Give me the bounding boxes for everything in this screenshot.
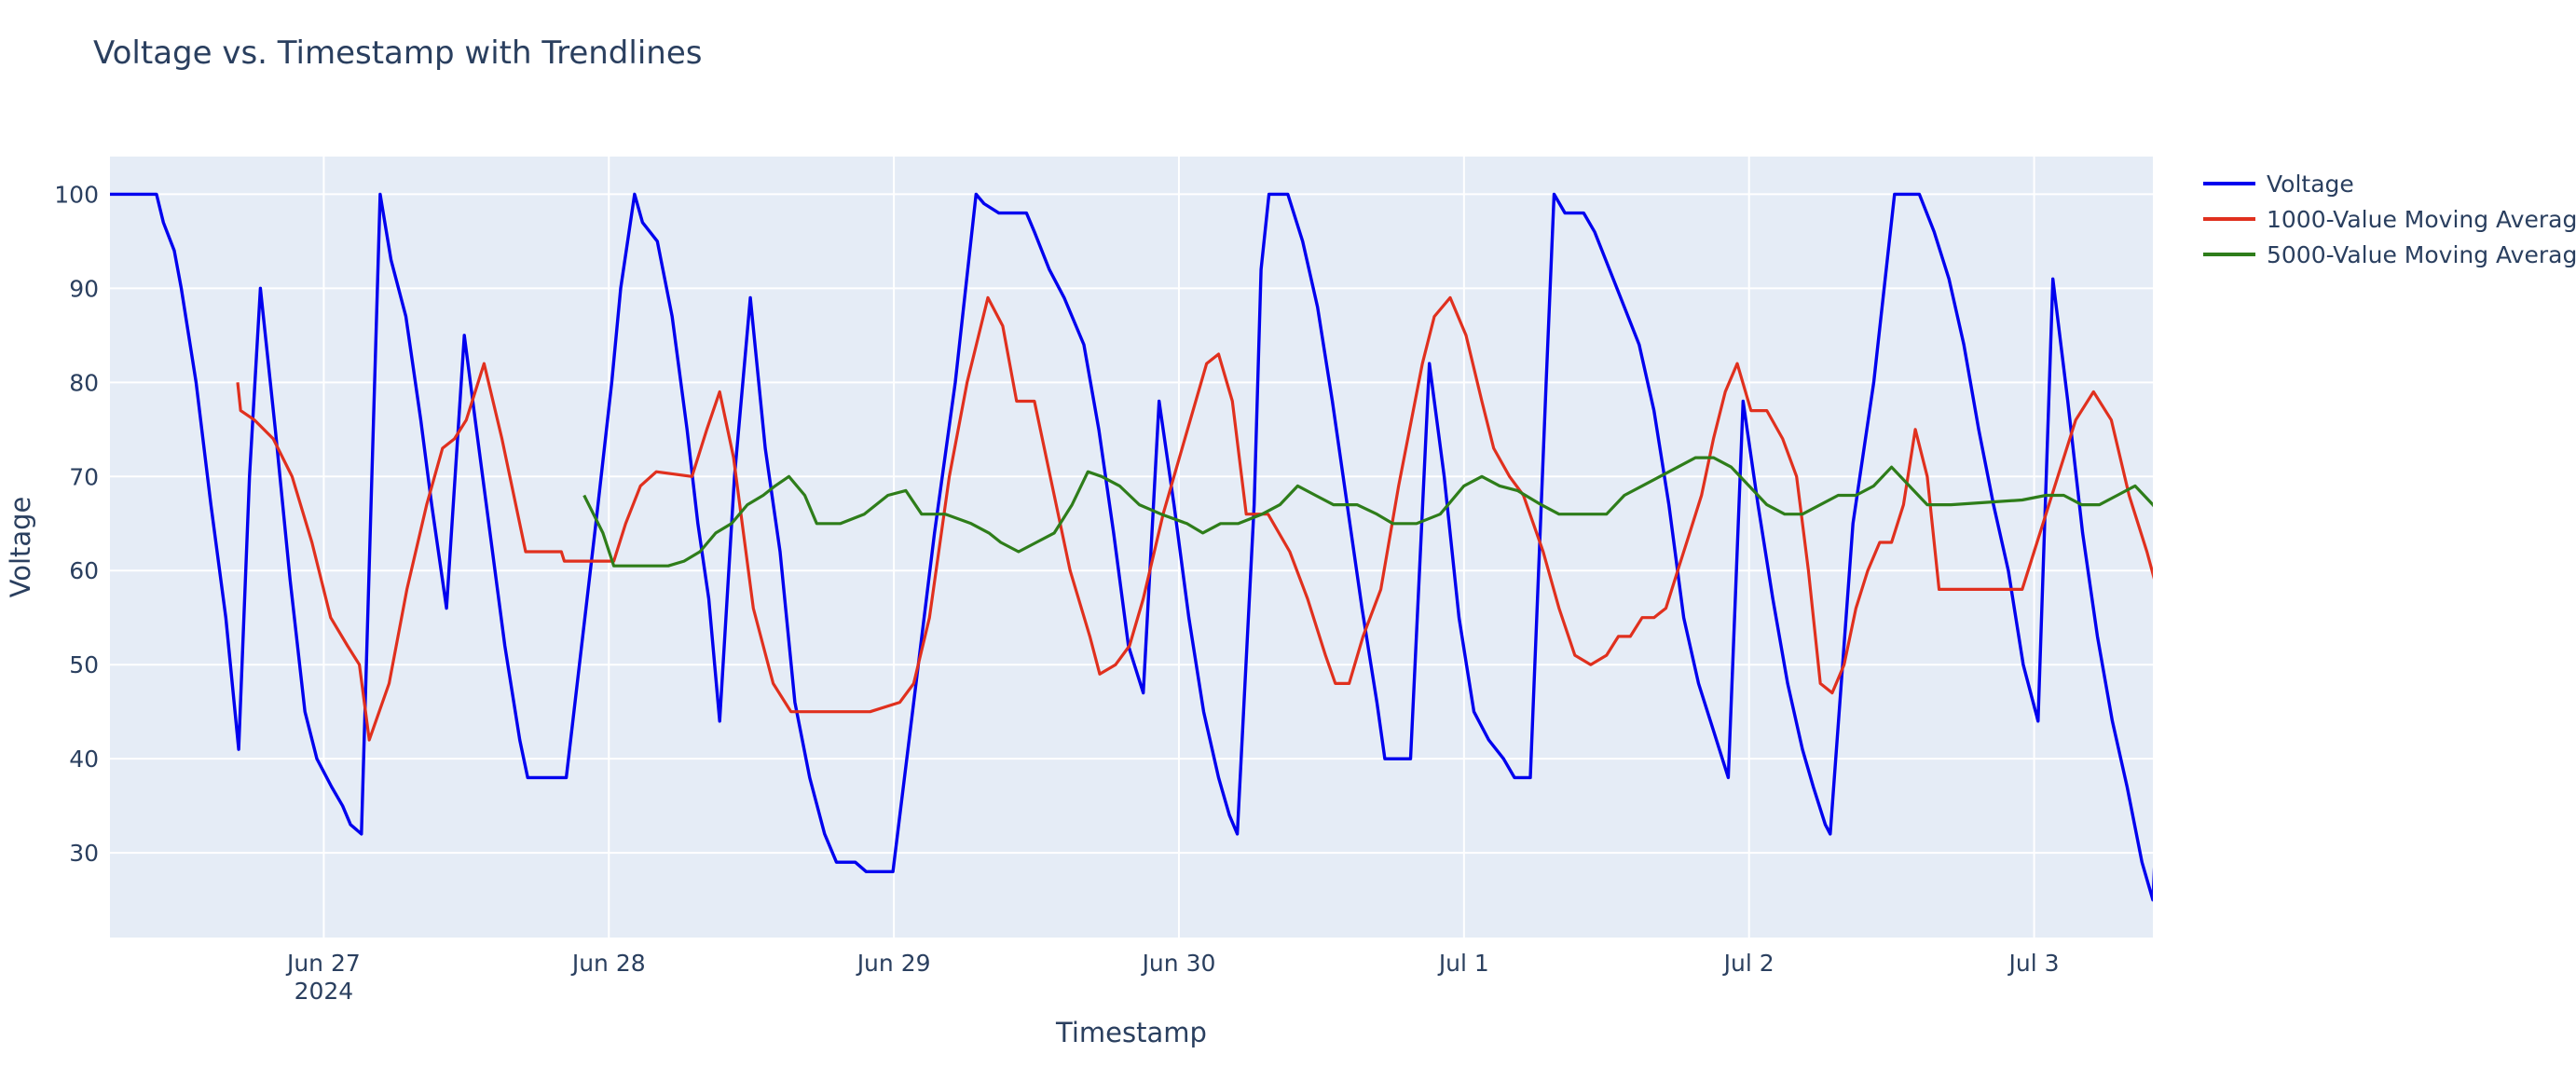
x-tick-label: Jul 2 — [1722, 950, 1774, 977]
x-tick-label: Jun 28 — [570, 950, 646, 977]
y-tick-label: 30 — [69, 840, 99, 867]
legend: Voltage 1000-Value Moving Average 5000-Val… — [2203, 171, 2576, 268]
legend-item-1[interactable]: Voltage — [2203, 171, 2354, 198]
y-tick-label: 40 — [69, 746, 99, 773]
x-tick-label: Jul 3 — [2007, 950, 2060, 977]
series-line-3 — [582, 456, 2153, 568]
series-lines — [110, 192, 2153, 902]
x-tick-label: Jun 30 — [1141, 950, 1216, 977]
y-tick-label: 90 — [69, 275, 99, 302]
y-tick-label: 50 — [69, 651, 99, 678]
y-tick-label: 70 — [69, 463, 99, 490]
x-tick-sublabel: 2024 — [295, 978, 354, 1005]
x-axis-title: Timestamp — [1055, 1017, 1207, 1048]
series-line-1 — [110, 192, 2153, 902]
x-tick-label: Jun 27 — [285, 950, 361, 977]
y-axis-title: Voltage — [5, 497, 36, 598]
x-tick-label: Jun 29 — [856, 950, 931, 977]
legend-label: 1000-Value Moving Average — [2267, 206, 2576, 233]
legend-label: 5000-Value Moving Average — [2267, 241, 2576, 268]
legend-label: Voltage — [2267, 171, 2354, 198]
series-line-2 — [236, 295, 2153, 742]
legend-item-3[interactable]: 5000-Value Moving Average — [2203, 241, 2576, 268]
y-axis-ticks: 30 40 50 60 70 80 90 100 — [54, 181, 99, 867]
legend-item-2[interactable]: 1000-Value Moving Average — [2203, 206, 2576, 233]
x-tick-label: Jul 1 — [1437, 950, 1489, 977]
y-tick-label: 80 — [69, 369, 99, 396]
y-tick-label: 60 — [69, 557, 99, 584]
y-tick-label: 100 — [54, 181, 99, 208]
chart-title: Voltage vs. Timestamp with Trendlines — [93, 34, 702, 72]
